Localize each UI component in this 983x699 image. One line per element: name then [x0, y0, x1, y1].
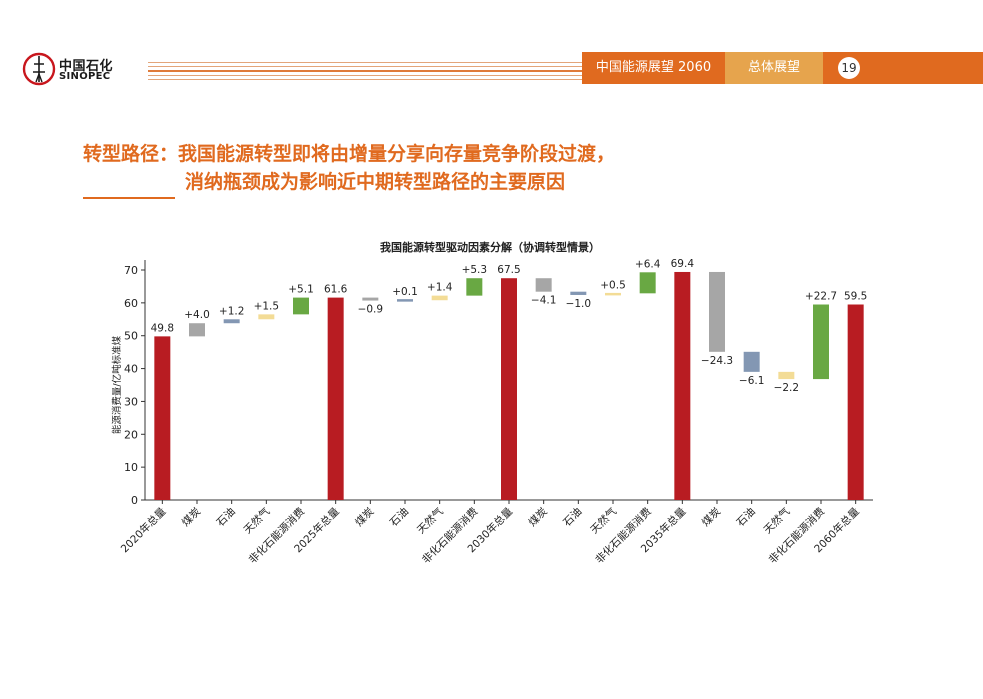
page-title-line-1: 转型路径：我国能源转型即将由增量分享向存量竞争阶段过渡，	[83, 143, 616, 165]
data-label: +0.5	[600, 279, 626, 291]
bar-oil	[743, 351, 760, 372]
chart-title: 我国能源转型驱动因素分解（协调转型情景）	[380, 240, 600, 254]
waterfall-chart: 我国能源转型驱动因素分解（协调转型情景） 能源消费量/亿吨标准煤 0 10 20 30 40…	[111, 240, 873, 566]
x-tick-label: 天然气	[588, 505, 620, 537]
data-label: 59.5	[844, 291, 867, 303]
bar-gas	[258, 314, 275, 320]
bar-total	[674, 271, 691, 500]
data-label: +1.4	[427, 282, 453, 294]
data-label: 67.5	[497, 264, 520, 276]
bar-oil	[570, 291, 587, 295]
page-number: 19	[838, 57, 860, 79]
data-label: +5.3	[462, 264, 488, 276]
bar-total	[501, 278, 517, 500]
data-label: −1.0	[566, 298, 592, 310]
data-label: +4.0	[184, 309, 210, 321]
sinopec-logo: 中国石化 SINOPEC	[22, 52, 132, 88]
y-tick-label: 10	[124, 461, 138, 474]
bar-coal	[709, 271, 725, 352]
page-number-area: 19	[823, 52, 983, 84]
data-label: +0.1	[392, 286, 418, 298]
x-tick-label: 煤炭	[526, 505, 550, 529]
x-tick-label: 2020年总量	[118, 505, 169, 556]
bar-nonfossil	[293, 297, 309, 315]
y-tick-label: 60	[124, 297, 138, 310]
y-tick-label: 50	[124, 330, 138, 343]
bar-oil	[223, 319, 240, 324]
bar-total	[154, 336, 171, 500]
y-tick-label: 70	[124, 264, 138, 277]
bar-coal	[362, 297, 379, 301]
page-title: 转型路径：我国能源转型即将由增量分享向存量竞争阶段过渡， 消纳瓶颈成为影响近中期…	[83, 140, 615, 196]
x-tick-label: 天然气	[761, 505, 793, 537]
header-decorative-lines	[148, 60, 582, 84]
data-label: +6.4	[635, 258, 661, 270]
data-label: +5.1	[288, 284, 314, 296]
x-tick-label: 石油	[387, 505, 411, 529]
data-label: 61.6	[324, 284, 348, 296]
data-label: −2.2	[774, 382, 800, 394]
x-tick-label: 煤炭	[352, 505, 376, 529]
x-tick-label: 天然气	[241, 505, 273, 537]
bar-coal	[535, 278, 552, 292]
x-tick-label: 天然气	[414, 505, 446, 537]
bar-nonfossil	[466, 278, 483, 296]
page-title-line-2: 消纳瓶颈成为影响近中期转型路径的主要原因	[185, 171, 566, 193]
header-bar: 中国能源展望 2060 总体展望 19	[582, 52, 983, 84]
title-underline	[83, 197, 175, 199]
data-label: −24.3	[701, 355, 733, 367]
data-label: +1.5	[254, 300, 280, 312]
bar-nonfossil	[639, 272, 656, 294]
data-label: 49.8	[151, 322, 174, 334]
data-label: −4.1	[531, 295, 557, 307]
bar-gas	[431, 295, 448, 301]
y-axis-label: 能源消费量/亿吨标准煤	[111, 335, 123, 434]
bar-gas	[605, 292, 621, 296]
x-tick-label: 石油	[734, 505, 758, 529]
y-tick-label: 30	[124, 395, 138, 408]
bar-total	[847, 304, 864, 500]
logo-chinese-name: 中国石化	[59, 59, 114, 74]
x-tick-label: 煤炭	[699, 505, 723, 529]
subsection-title: 总体展望	[725, 52, 823, 84]
data-label: +1.2	[219, 305, 245, 317]
bar-oil	[397, 299, 413, 302]
x-tick-label: 石油	[214, 505, 238, 529]
data-label: +22.7	[805, 291, 837, 303]
data-label: 69.4	[671, 258, 695, 270]
sinopec-emblem-icon	[22, 52, 56, 86]
y-tick-label: 0	[131, 494, 138, 507]
y-tick-label: 40	[124, 363, 138, 376]
x-tick-label: 石油	[560, 505, 584, 529]
bar-nonfossil	[813, 304, 829, 380]
logo-english-name: SINOPEC	[59, 71, 111, 82]
bar-total	[327, 297, 344, 500]
section-title: 中国能源展望 2060	[582, 52, 725, 84]
data-label: −6.1	[739, 375, 765, 387]
bar-coal	[189, 323, 205, 337]
x-tick-label: 煤炭	[179, 505, 203, 529]
y-tick-label: 20	[124, 428, 138, 441]
bar-gas	[778, 371, 795, 380]
data-label: −0.9	[358, 304, 384, 316]
